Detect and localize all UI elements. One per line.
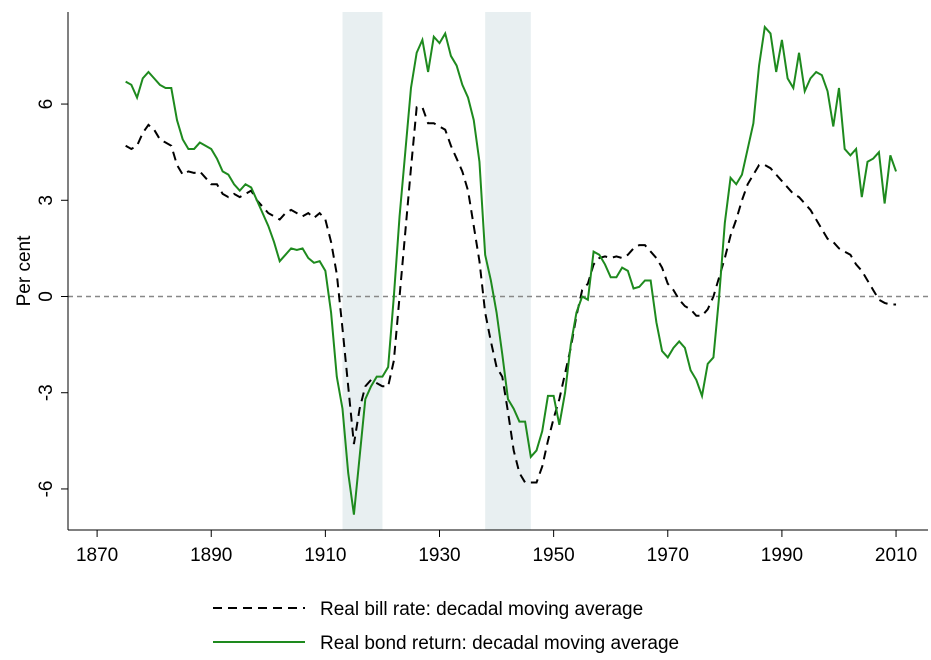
x-tick-label: 1970 xyxy=(647,545,689,566)
x-tick-label: 1930 xyxy=(418,545,460,566)
shaded-period xyxy=(485,12,531,530)
y-tick-label: 0 xyxy=(36,291,57,302)
legend-label: Real bill rate: decadal moving average xyxy=(320,599,643,620)
y-axis-label: Per cent xyxy=(14,235,35,306)
x-tick-label: 1870 xyxy=(76,545,118,566)
shaded-period xyxy=(342,12,383,530)
y-tick-label: -3 xyxy=(36,384,57,401)
x-tick-label: 1910 xyxy=(304,545,346,566)
x-tick-label: 2010 xyxy=(875,545,917,566)
series-line xyxy=(125,106,897,484)
x-tick-label: 1950 xyxy=(532,545,574,566)
y-tick-label: 3 xyxy=(36,195,57,206)
legend-label: Real bond return: decadal moving average xyxy=(320,633,679,654)
x-tick-label: 1990 xyxy=(761,545,803,566)
series-line xyxy=(125,24,897,515)
x-tick-label: 1890 xyxy=(190,545,232,566)
y-tick-label: 6 xyxy=(36,99,57,110)
y-tick-label: -6 xyxy=(36,480,57,497)
